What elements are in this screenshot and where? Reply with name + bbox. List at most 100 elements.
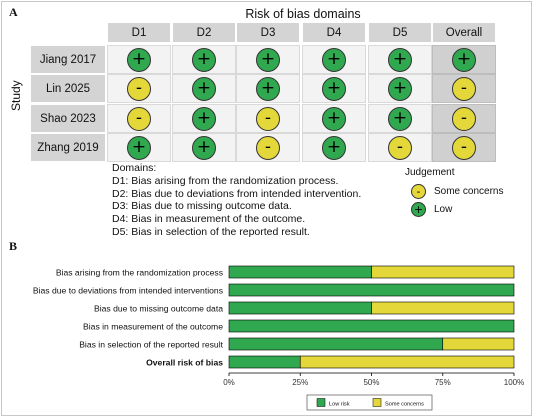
plus-icon: +	[322, 47, 346, 72]
plus-icon: +	[388, 47, 412, 72]
category-label: Bias in selection of the reported result	[79, 340, 223, 350]
legend-label-low: Low	[434, 203, 453, 215]
category-label: Bias in measurement of the outcome	[83, 322, 223, 332]
category-label: Bias due to missing outcome data	[94, 304, 223, 314]
plus-icon: +	[388, 76, 412, 101]
minus-icon: -	[452, 76, 476, 101]
minus-icon: -	[256, 135, 280, 160]
domain-d5: D5: Bias in selection of the reported re…	[112, 225, 310, 238]
plus-icon: +	[127, 47, 151, 72]
judgement-cell: -	[236, 133, 300, 162]
bar-segment	[228, 337, 444, 351]
bar-segment	[228, 265, 372, 279]
judgement-cell: -	[107, 74, 171, 103]
judgement-cell: +	[302, 104, 366, 133]
legend-label-some: Some concerns	[434, 185, 504, 197]
judgement-cell: +	[368, 45, 432, 74]
domain-d1: D1: Bias arising from the randomization …	[112, 174, 339, 187]
column-header-d2: D2	[172, 22, 236, 43]
panel-b-label: B	[9, 239, 18, 253]
judgement-cell: +	[302, 45, 366, 74]
grid-title: Risk of bias domains	[245, 7, 361, 21]
legend-label-low-risk: Low risk	[329, 402, 350, 408]
x-tick-label: 50%	[363, 378, 379, 387]
legend-item-low: + Low	[405, 200, 503, 218]
column-header-d4: D4	[302, 22, 366, 43]
judgement-cell: +	[368, 104, 432, 133]
column-header-d5: D5	[368, 22, 432, 43]
domain-d3: D3: Bias due to missing outcome data.	[112, 200, 292, 213]
category-label: Overall risk of bias	[146, 358, 223, 368]
legend-title: Judgement	[405, 167, 455, 178]
judgement-cell: -	[107, 104, 171, 133]
judgement-cell: +	[172, 45, 236, 74]
judgement-cell: +	[107, 133, 171, 162]
plus-icon: +	[322, 135, 346, 160]
minus-icon: -	[452, 106, 476, 131]
x-tick-label: 75%	[435, 378, 451, 387]
legend-swatch-some	[372, 398, 382, 407]
judgement-cell: +	[236, 45, 300, 74]
minus-icon: -	[452, 135, 476, 160]
study-label: Lin 2025	[30, 74, 106, 103]
risk-of-bias-bar-chart: Bias arising from the randomization proc…	[33, 265, 524, 411]
legend-swatch-low	[316, 398, 326, 407]
judgement-cell: -	[432, 104, 496, 133]
plus-icon: +	[322, 106, 346, 131]
minus-icon: -	[256, 106, 280, 131]
judgement-cell: +	[236, 74, 300, 103]
plus-icon: +	[256, 76, 280, 101]
plus-icon: +	[192, 76, 216, 101]
judgement-cell: +	[107, 45, 171, 74]
x-tick-label: 100%	[504, 378, 524, 387]
plus-icon: +	[192, 135, 216, 160]
plus-icon: +	[411, 201, 426, 217]
domains-list: Domains: D1: Bias arising from the rando…	[112, 162, 361, 239]
study-label: Jiang 2017	[30, 45, 106, 74]
bar-segment	[228, 355, 301, 369]
judgement-cell: +	[432, 45, 496, 74]
minus-icon: -	[127, 106, 151, 131]
plus-icon: +	[192, 106, 216, 131]
minus-icon: -	[388, 135, 412, 160]
column-header-d3: D3	[236, 22, 300, 43]
plus-icon: +	[192, 47, 216, 72]
plus-icon: +	[452, 47, 476, 72]
category-label: Bias due to deviations from intended int…	[33, 286, 223, 296]
column-header-d1: D1	[107, 22, 171, 43]
panel-a-label: A	[9, 5, 18, 19]
judgement-cell: +	[172, 104, 236, 133]
study-axis-label: Study	[9, 80, 23, 111]
domains-heading: Domains:	[112, 162, 157, 174]
bar-segment	[228, 283, 515, 297]
bar-segment	[228, 319, 515, 333]
minus-icon: -	[127, 76, 151, 101]
judgement-cell: -	[432, 133, 496, 162]
x-tick-label: 0%	[223, 378, 235, 387]
plus-icon: +	[127, 135, 151, 160]
study-label: Zhang 2019	[30, 133, 106, 162]
judgement-cell: +	[172, 74, 236, 103]
plus-icon: +	[256, 47, 280, 72]
plus-icon: +	[388, 106, 412, 131]
judgement-cell: -	[236, 104, 300, 133]
study-label: Shao 2023	[30, 104, 106, 133]
judgement-cell: +	[302, 74, 366, 103]
chart-legend	[306, 394, 433, 411]
bar-segment	[371, 301, 515, 315]
plus-icon: +	[322, 76, 346, 101]
judgement-cell: +	[302, 133, 366, 162]
minus-icon: -	[411, 183, 426, 199]
domain-d4: D4: Bias in measurement of the outcome.	[112, 213, 306, 226]
column-header-overall: Overall	[432, 22, 496, 43]
legend-label-some-concerns: Some concerns	[385, 402, 424, 408]
bar-segment	[371, 265, 515, 279]
judgement-cell: -	[368, 133, 432, 162]
judgement-legend: Judgement - Some concerns + Low	[405, 167, 503, 218]
domain-d2: D2: Bias due to deviations from intended…	[112, 187, 362, 200]
bar-segment	[299, 355, 515, 369]
bar-segment	[442, 337, 515, 351]
x-tick-label: 25%	[292, 378, 308, 387]
category-label: Bias arising from the randomization proc…	[56, 268, 223, 278]
